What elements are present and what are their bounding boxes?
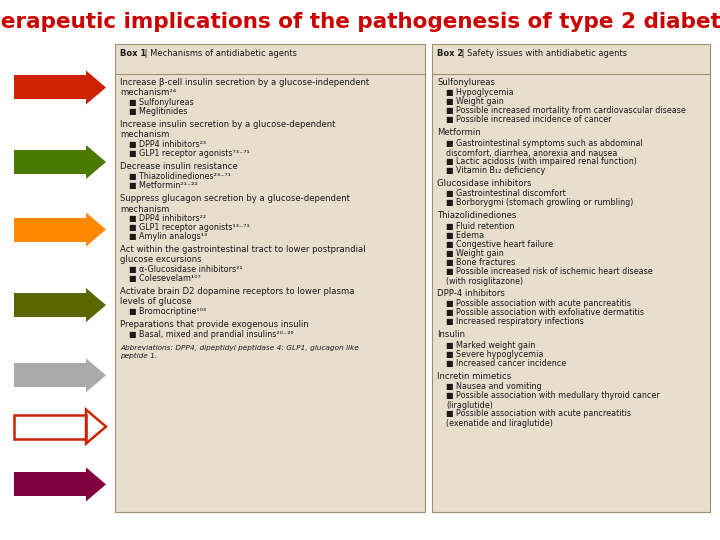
Text: ■ Bromocriptine¹⁰³: ■ Bromocriptine¹⁰³ (129, 307, 206, 316)
Text: ■ Meglitinides: ■ Meglitinides (129, 107, 187, 116)
FancyBboxPatch shape (14, 76, 86, 99)
Text: ■ Vitamin B₁₂ deficiency: ■ Vitamin B₁₂ deficiency (446, 166, 545, 175)
Text: ■ Severe hypoglycemia: ■ Severe hypoglycemia (446, 349, 544, 359)
FancyBboxPatch shape (14, 150, 86, 174)
FancyBboxPatch shape (115, 44, 425, 512)
Text: ■ Nausea and vomiting: ■ Nausea and vomiting (446, 382, 541, 391)
Text: ■ Possible association with acute pancreatitis: ■ Possible association with acute pancre… (446, 299, 631, 308)
Text: Decrease insulin resistance: Decrease insulin resistance (120, 162, 238, 171)
Text: ■ Thiazolidinediones²³⁻⁷¹: ■ Thiazolidinediones²³⁻⁷¹ (129, 172, 231, 181)
Text: Box 1: Box 1 (120, 49, 146, 58)
Text: ■ Possible association with medullary thyroid cancer
(liraglutide): ■ Possible association with medullary th… (446, 391, 660, 410)
Text: Metformin: Metformin (437, 129, 481, 137)
Text: ■ Colesevelam¹⁰⁷: ■ Colesevelam¹⁰⁷ (129, 274, 201, 283)
Text: | Mechanisms of antidiabetic agents: | Mechanisms of antidiabetic agents (142, 49, 297, 58)
Text: ■ Congestive heart failure: ■ Congestive heart failure (446, 240, 553, 249)
Text: ■ GLP1 receptor agonists¹³⁻⁷¹: ■ GLP1 receptor agonists¹³⁻⁷¹ (129, 223, 250, 232)
Text: ■ Increased cancer incidence: ■ Increased cancer incidence (446, 359, 566, 368)
Text: ■ Lactic acidosis (with impaired renal function): ■ Lactic acidosis (with impaired renal f… (446, 157, 637, 166)
Text: Act within the gastrointestinal tract to lower postprandial
glucose excursions: Act within the gastrointestinal tract to… (120, 245, 366, 265)
Text: ■ Bone fractures: ■ Bone fractures (446, 258, 516, 267)
Polygon shape (86, 359, 106, 392)
Text: | Safety issues with antidiabetic agents: | Safety issues with antidiabetic agents (459, 49, 627, 58)
Text: Incretin mimetics: Incretin mimetics (437, 372, 511, 381)
Text: ■ Amylin analogs¹³: ■ Amylin analogs¹³ (129, 232, 207, 241)
Text: ■ Gastrointestinal discomfort: ■ Gastrointestinal discomfort (446, 190, 566, 198)
Polygon shape (86, 213, 106, 246)
Text: Abbreviations: DPP4, dipeptidyl peptidase 4; GLP1, glucagon like
peptide 1.: Abbreviations: DPP4, dipeptidyl peptidas… (120, 346, 359, 359)
Text: DPP-4 inhibitors: DPP-4 inhibitors (437, 289, 505, 298)
Text: ■ Marked weight gain: ■ Marked weight gain (446, 341, 535, 349)
Text: Therapeutic implications of the pathogenesis of type 2 diabetes: Therapeutic implications of the pathogen… (0, 12, 720, 32)
Text: ■ Possible association with exfoliative dermatitis: ■ Possible association with exfoliative … (446, 308, 644, 317)
Text: ■ Fluid retention: ■ Fluid retention (446, 222, 514, 231)
Text: ■ Weight gain: ■ Weight gain (446, 249, 504, 258)
Polygon shape (86, 468, 106, 501)
FancyBboxPatch shape (14, 472, 86, 496)
Text: ■ Gastrointestinal symptoms such as abdominal
discomfort, diarrhea, anorexia and: ■ Gastrointestinal symptoms such as abdo… (446, 139, 643, 158)
Text: ■ GLP1 receptor agonists⁷³⁻⁷¹: ■ GLP1 receptor agonists⁷³⁻⁷¹ (129, 149, 250, 158)
Text: ■ Possible increased mortality from cardiovascular disease: ■ Possible increased mortality from card… (446, 106, 686, 116)
Text: Increase insulin secretion by a glucose-dependent
mechanism: Increase insulin secretion by a glucose-… (120, 120, 336, 139)
Text: ■ Sulfonylureas: ■ Sulfonylureas (129, 98, 194, 107)
Text: Suppress glucagon secretion by a glucose-dependent
mechanism: Suppress glucagon secretion by a glucose… (120, 194, 350, 214)
Text: ■ Hypoglycemia: ■ Hypoglycemia (446, 89, 513, 97)
Text: ■ DPP4 inhibitors²²: ■ DPP4 inhibitors²² (129, 214, 206, 223)
Polygon shape (86, 145, 106, 179)
Text: ■ Edema: ■ Edema (446, 231, 484, 240)
Text: ■ Possible association with acute pancreatitis
(exenatide and liraglutide): ■ Possible association with acute pancre… (446, 409, 631, 428)
Text: ■ Possible increased incidence of cancer: ■ Possible increased incidence of cancer (446, 116, 611, 124)
Text: ■ Borborygmi (stomach growling or rumbling): ■ Borborygmi (stomach growling or rumbli… (446, 198, 634, 207)
Text: Activate brain D2 dopamine receptors to lower plasma
levels of glucose: Activate brain D2 dopamine receptors to … (120, 287, 354, 306)
FancyBboxPatch shape (14, 218, 86, 241)
Text: ■ Weight gain: ■ Weight gain (446, 97, 504, 106)
FancyBboxPatch shape (14, 293, 86, 317)
Text: Sulfonylureas: Sulfonylureas (437, 78, 495, 87)
FancyBboxPatch shape (14, 363, 86, 387)
FancyBboxPatch shape (14, 415, 86, 438)
Polygon shape (86, 71, 106, 104)
Polygon shape (86, 288, 106, 322)
Text: Box 2: Box 2 (437, 49, 463, 58)
Text: Preparations that provide exogenous insulin: Preparations that provide exogenous insu… (120, 320, 309, 329)
Text: ■ α-Glucosidase inhibitors²¹: ■ α-Glucosidase inhibitors²¹ (129, 265, 243, 274)
Text: ■ DPP4 inhibitors²³: ■ DPP4 inhibitors²³ (129, 140, 206, 149)
FancyBboxPatch shape (432, 44, 710, 512)
Text: ■ Increased respiratory infections: ■ Increased respiratory infections (446, 317, 584, 326)
Text: ■ Basal, mixed and prandial insulins²⁰⁻²⁶: ■ Basal, mixed and prandial insulins²⁰⁻²… (129, 330, 294, 339)
Text: Glucosidase inhibitors: Glucosidase inhibitors (437, 179, 531, 188)
Text: ■ Metformin²¹⁻²²: ■ Metformin²¹⁻²² (129, 181, 197, 190)
Text: Thiazolidinediones: Thiazolidinediones (437, 211, 516, 220)
Text: Increase β-cell insulin secretion by a glucose-independent
mechanism²⁴: Increase β-cell insulin secretion by a g… (120, 78, 369, 97)
Text: Insulin: Insulin (437, 330, 465, 339)
Text: ■ Possible increased risk of ischemic heart disease
(with rosiglitazone): ■ Possible increased risk of ischemic he… (446, 267, 653, 286)
